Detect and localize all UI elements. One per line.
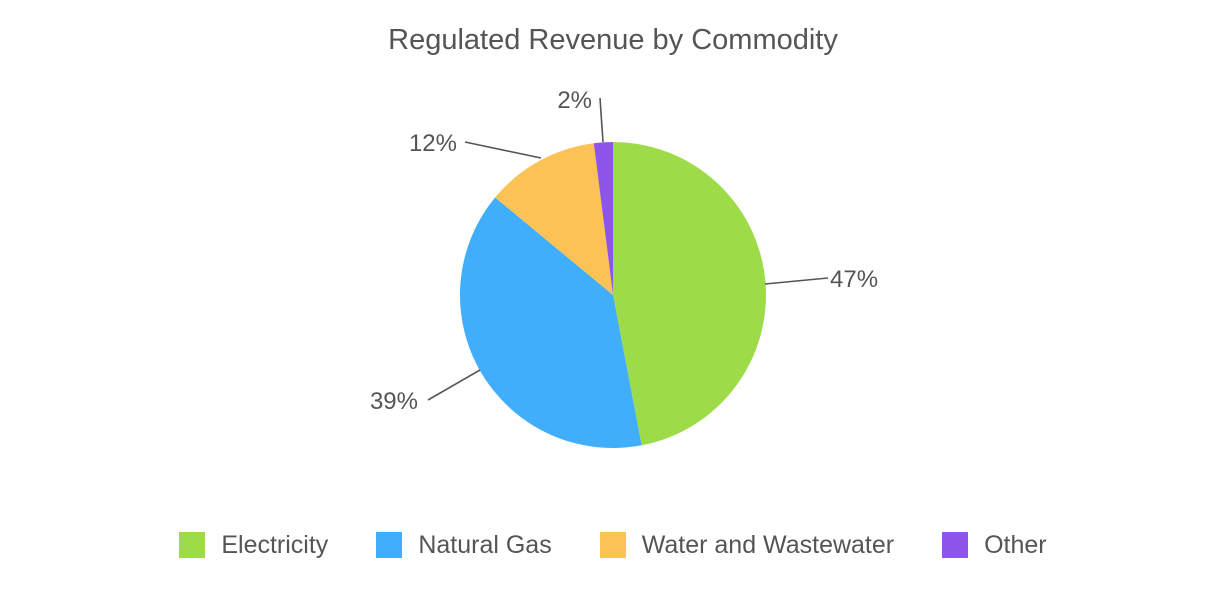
legend-label-water-and-wastewater: Water and Wastewater xyxy=(641,530,895,559)
slice-water-and-wastewater xyxy=(495,143,613,295)
legend-item-natural-gas[interactable]: Natural Gas xyxy=(376,530,552,560)
slice-other xyxy=(593,142,613,295)
slice-labels: 47% 39% 12% 2% xyxy=(370,87,878,415)
data-label-natural-gas: 39% xyxy=(370,388,418,415)
data-label-water-and-wastewater: 12% xyxy=(409,130,457,157)
legend-item-electricity[interactable]: Electricity xyxy=(179,531,328,560)
slice-electricity xyxy=(613,142,766,446)
leader-line-electricity xyxy=(764,277,829,285)
data-label-electricity: 47% xyxy=(830,266,878,293)
leader-line-other xyxy=(599,97,604,143)
legend-item-water-and-wastewater[interactable]: Water and Wastewater xyxy=(599,530,895,560)
pie-slices xyxy=(460,142,766,448)
data-label-other: 2% xyxy=(557,87,592,114)
leader-lines xyxy=(427,97,829,401)
legend-label-electricity: Electricity xyxy=(221,530,329,559)
legend-label-other: Other xyxy=(984,530,1047,559)
legend-item-other[interactable]: Other xyxy=(942,531,1047,560)
chart-title: Regulated Revenue by Commodity xyxy=(388,24,838,56)
legend-swatch-water-and-wastewater xyxy=(599,532,626,558)
slice-natural-gas xyxy=(460,197,642,448)
legend: Electricity Natural Gas Water and Wastewat… xyxy=(0,528,1226,562)
legend-swatch-other xyxy=(942,532,969,558)
leader-line-water-and-wastewater xyxy=(464,141,542,159)
leader-line-natural-gas xyxy=(427,369,481,401)
legend-label-natural-gas: Natural Gas xyxy=(418,530,552,559)
legend-swatch-natural-gas xyxy=(376,532,403,558)
legend-swatch-electricity xyxy=(179,532,206,558)
